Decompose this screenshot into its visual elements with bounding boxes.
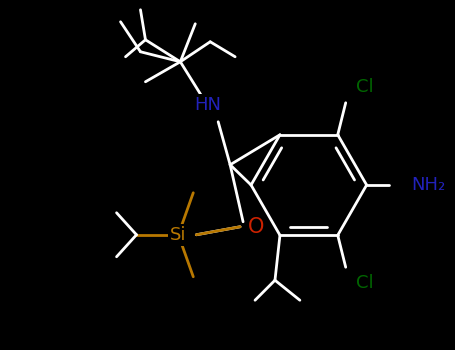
Text: O: O [248, 217, 264, 237]
Text: Si: Si [170, 226, 187, 244]
Text: Cl: Cl [356, 78, 373, 96]
Text: HN: HN [195, 96, 222, 114]
Text: NH₂: NH₂ [411, 176, 446, 194]
Text: Cl: Cl [356, 274, 373, 292]
